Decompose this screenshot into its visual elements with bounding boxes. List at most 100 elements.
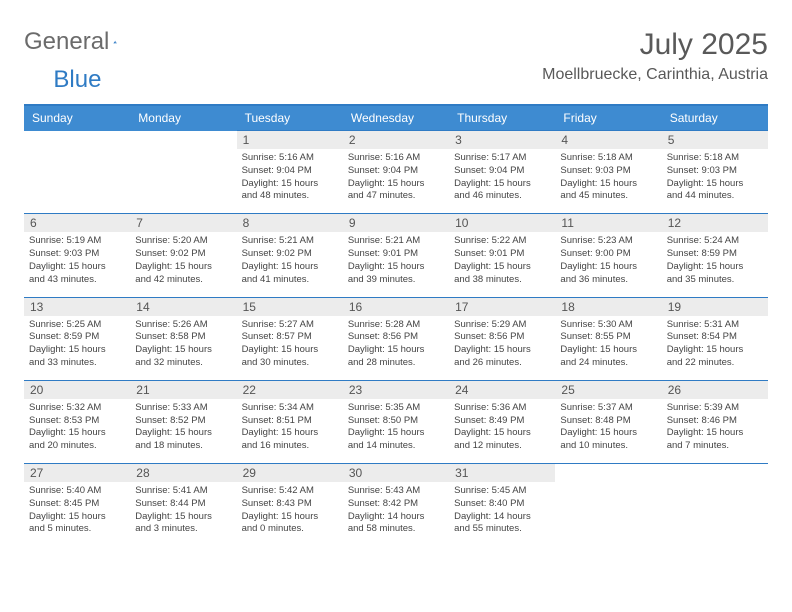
calendar-cell: 8Sunrise: 5:21 AMSunset: 9:02 PMDaylight… xyxy=(237,214,343,297)
day-number: 13 xyxy=(24,298,130,316)
day-number: 5 xyxy=(662,131,768,149)
day-details: Sunrise: 5:18 AMSunset: 9:03 PMDaylight:… xyxy=(662,149,768,213)
logo-text-1: General xyxy=(24,28,109,56)
day-details: Sunrise: 5:16 AMSunset: 9:04 PMDaylight:… xyxy=(343,149,449,213)
day-details: Sunrise: 5:35 AMSunset: 8:50 PMDaylight:… xyxy=(343,399,449,463)
calendar-cell: 1Sunrise: 5:16 AMSunset: 9:04 PMDaylight… xyxy=(237,131,343,214)
location: Moellbruecke, Carinthia, Austria xyxy=(542,66,768,84)
day-number: 26 xyxy=(662,381,768,399)
day-number: 1 xyxy=(237,131,343,149)
day-details: Sunrise: 5:18 AMSunset: 9:03 PMDaylight:… xyxy=(555,149,661,213)
calendar-cell: 3Sunrise: 5:17 AMSunset: 9:04 PMDaylight… xyxy=(449,131,555,214)
calendar-cell xyxy=(555,464,661,547)
day-details: Sunrise: 5:40 AMSunset: 8:45 PMDaylight:… xyxy=(24,482,130,546)
day-number: 22 xyxy=(237,381,343,399)
day-number: 14 xyxy=(130,298,236,316)
day-number: 16 xyxy=(343,298,449,316)
dow-header: Wednesday xyxy=(343,105,449,131)
page-title: July 2025 xyxy=(542,28,768,62)
calendar-row: 13Sunrise: 5:25 AMSunset: 8:59 PMDayligh… xyxy=(24,297,768,380)
calendar-cell: 27Sunrise: 5:40 AMSunset: 8:45 PMDayligh… xyxy=(24,464,130,547)
day-number: 31 xyxy=(449,464,555,482)
day-details: Sunrise: 5:28 AMSunset: 8:56 PMDaylight:… xyxy=(343,316,449,380)
day-number: 23 xyxy=(343,381,449,399)
calendar-cell: 23Sunrise: 5:35 AMSunset: 8:50 PMDayligh… xyxy=(343,380,449,463)
day-number: 12 xyxy=(662,214,768,232)
day-details: Sunrise: 5:42 AMSunset: 8:43 PMDaylight:… xyxy=(237,482,343,546)
day-details: Sunrise: 5:29 AMSunset: 8:56 PMDaylight:… xyxy=(449,316,555,380)
calendar-row: 6Sunrise: 5:19 AMSunset: 9:03 PMDaylight… xyxy=(24,214,768,297)
dow-header: Tuesday xyxy=(237,105,343,131)
day-number: 17 xyxy=(449,298,555,316)
day-number: 3 xyxy=(449,131,555,149)
calendar-cell xyxy=(130,131,236,214)
calendar-row: 27Sunrise: 5:40 AMSunset: 8:45 PMDayligh… xyxy=(24,464,768,547)
calendar-row: 1Sunrise: 5:16 AMSunset: 9:04 PMDaylight… xyxy=(24,131,768,214)
day-details: Sunrise: 5:34 AMSunset: 8:51 PMDaylight:… xyxy=(237,399,343,463)
calendar-cell: 21Sunrise: 5:33 AMSunset: 8:52 PMDayligh… xyxy=(130,380,236,463)
calendar-cell: 22Sunrise: 5:34 AMSunset: 8:51 PMDayligh… xyxy=(237,380,343,463)
day-number: 15 xyxy=(237,298,343,316)
dow-header: Thursday xyxy=(449,105,555,131)
calendar-cell: 7Sunrise: 5:20 AMSunset: 9:02 PMDaylight… xyxy=(130,214,236,297)
logo-sail-icon xyxy=(113,32,117,52)
day-details: Sunrise: 5:17 AMSunset: 9:04 PMDaylight:… xyxy=(449,149,555,213)
day-number: 6 xyxy=(24,214,130,232)
day-number: 29 xyxy=(237,464,343,482)
day-details: Sunrise: 5:39 AMSunset: 8:46 PMDaylight:… xyxy=(662,399,768,463)
calendar-cell: 12Sunrise: 5:24 AMSunset: 8:59 PMDayligh… xyxy=(662,214,768,297)
day-details: Sunrise: 5:26 AMSunset: 8:58 PMDaylight:… xyxy=(130,316,236,380)
day-number: 2 xyxy=(343,131,449,149)
day-number: 11 xyxy=(555,214,661,232)
dow-header: Sunday xyxy=(24,105,130,131)
day-details: Sunrise: 5:20 AMSunset: 9:02 PMDaylight:… xyxy=(130,232,236,296)
logo-text-2: Blue xyxy=(53,66,101,94)
day-number: 8 xyxy=(237,214,343,232)
calendar-cell: 31Sunrise: 5:45 AMSunset: 8:40 PMDayligh… xyxy=(449,464,555,547)
day-number: 21 xyxy=(130,381,236,399)
calendar-cell: 29Sunrise: 5:42 AMSunset: 8:43 PMDayligh… xyxy=(237,464,343,547)
day-details: Sunrise: 5:43 AMSunset: 8:42 PMDaylight:… xyxy=(343,482,449,546)
day-details: Sunrise: 5:27 AMSunset: 8:57 PMDaylight:… xyxy=(237,316,343,380)
calendar-cell: 19Sunrise: 5:31 AMSunset: 8:54 PMDayligh… xyxy=(662,297,768,380)
day-number: 9 xyxy=(343,214,449,232)
calendar-cell: 9Sunrise: 5:21 AMSunset: 9:01 PMDaylight… xyxy=(343,214,449,297)
day-details: Sunrise: 5:41 AMSunset: 8:44 PMDaylight:… xyxy=(130,482,236,546)
day-details: Sunrise: 5:31 AMSunset: 8:54 PMDaylight:… xyxy=(662,316,768,380)
day-details: Sunrise: 5:36 AMSunset: 8:49 PMDaylight:… xyxy=(449,399,555,463)
calendar-cell: 25Sunrise: 5:37 AMSunset: 8:48 PMDayligh… xyxy=(555,380,661,463)
day-of-week-row: SundayMondayTuesdayWednesdayThursdayFrid… xyxy=(24,105,768,131)
calendar-cell: 6Sunrise: 5:19 AMSunset: 9:03 PMDaylight… xyxy=(24,214,130,297)
calendar-cell: 15Sunrise: 5:27 AMSunset: 8:57 PMDayligh… xyxy=(237,297,343,380)
calendar-cell: 24Sunrise: 5:36 AMSunset: 8:49 PMDayligh… xyxy=(449,380,555,463)
day-details: Sunrise: 5:23 AMSunset: 9:00 PMDaylight:… xyxy=(555,232,661,296)
day-details: Sunrise: 5:32 AMSunset: 8:53 PMDaylight:… xyxy=(24,399,130,463)
calendar-cell: 28Sunrise: 5:41 AMSunset: 8:44 PMDayligh… xyxy=(130,464,236,547)
day-details: Sunrise: 5:45 AMSunset: 8:40 PMDaylight:… xyxy=(449,482,555,546)
day-number: 28 xyxy=(130,464,236,482)
calendar-cell: 11Sunrise: 5:23 AMSunset: 9:00 PMDayligh… xyxy=(555,214,661,297)
day-details: Sunrise: 5:21 AMSunset: 9:02 PMDaylight:… xyxy=(237,232,343,296)
logo: General xyxy=(24,28,139,56)
calendar-cell: 20Sunrise: 5:32 AMSunset: 8:53 PMDayligh… xyxy=(24,380,130,463)
day-details: Sunrise: 5:21 AMSunset: 9:01 PMDaylight:… xyxy=(343,232,449,296)
day-details: Sunrise: 5:30 AMSunset: 8:55 PMDaylight:… xyxy=(555,316,661,380)
day-number: 25 xyxy=(555,381,661,399)
calendar-cell: 18Sunrise: 5:30 AMSunset: 8:55 PMDayligh… xyxy=(555,297,661,380)
day-number: 20 xyxy=(24,381,130,399)
day-details: Sunrise: 5:16 AMSunset: 9:04 PMDaylight:… xyxy=(237,149,343,213)
calendar-cell: 30Sunrise: 5:43 AMSunset: 8:42 PMDayligh… xyxy=(343,464,449,547)
calendar-cell: 4Sunrise: 5:18 AMSunset: 9:03 PMDaylight… xyxy=(555,131,661,214)
day-details: Sunrise: 5:25 AMSunset: 8:59 PMDaylight:… xyxy=(24,316,130,380)
day-number: 18 xyxy=(555,298,661,316)
dow-header: Saturday xyxy=(662,105,768,131)
day-number: 4 xyxy=(555,131,661,149)
day-details: Sunrise: 5:33 AMSunset: 8:52 PMDaylight:… xyxy=(130,399,236,463)
day-number: 10 xyxy=(449,214,555,232)
day-number: 7 xyxy=(130,214,236,232)
day-details: Sunrise: 5:19 AMSunset: 9:03 PMDaylight:… xyxy=(24,232,130,296)
dow-header: Monday xyxy=(130,105,236,131)
day-number: 24 xyxy=(449,381,555,399)
day-number: 30 xyxy=(343,464,449,482)
calendar-cell: 5Sunrise: 5:18 AMSunset: 9:03 PMDaylight… xyxy=(662,131,768,214)
